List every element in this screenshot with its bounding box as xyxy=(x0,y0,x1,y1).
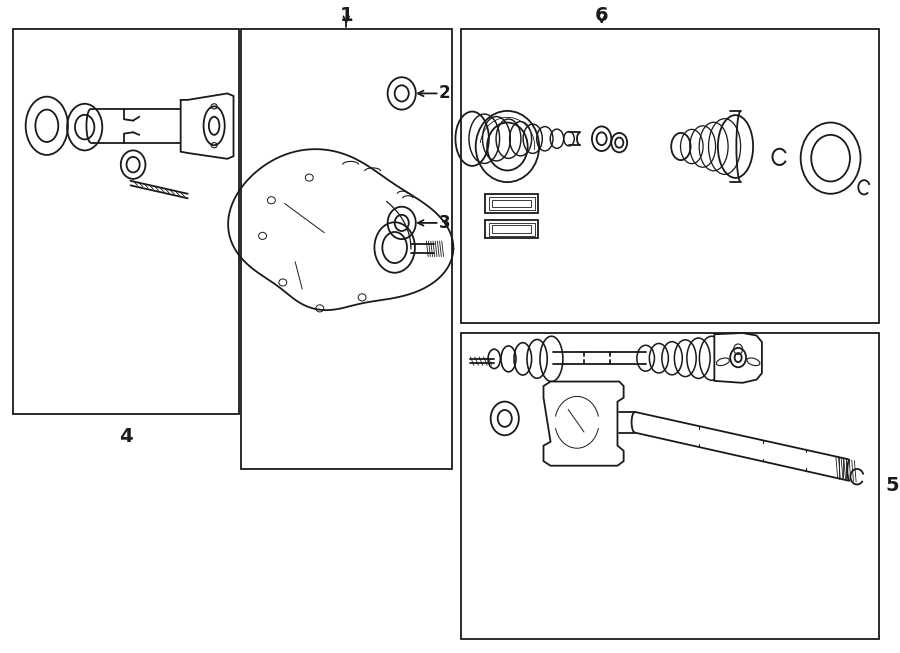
Text: 5: 5 xyxy=(886,476,899,495)
Bar xyxy=(461,29,879,323)
Polygon shape xyxy=(181,93,233,159)
Text: 4: 4 xyxy=(120,427,133,446)
Text: 6: 6 xyxy=(595,7,608,25)
Text: 2: 2 xyxy=(439,84,451,103)
Bar xyxy=(492,200,531,208)
Bar xyxy=(489,223,535,236)
Bar xyxy=(485,220,538,238)
Polygon shape xyxy=(544,381,624,466)
Bar xyxy=(461,333,879,639)
Polygon shape xyxy=(715,333,762,383)
Bar xyxy=(14,29,238,414)
Bar xyxy=(489,197,535,210)
Text: 3: 3 xyxy=(439,214,451,232)
Text: 1: 1 xyxy=(339,7,353,25)
Bar xyxy=(485,195,538,212)
Bar xyxy=(492,225,531,233)
Bar xyxy=(240,29,452,469)
